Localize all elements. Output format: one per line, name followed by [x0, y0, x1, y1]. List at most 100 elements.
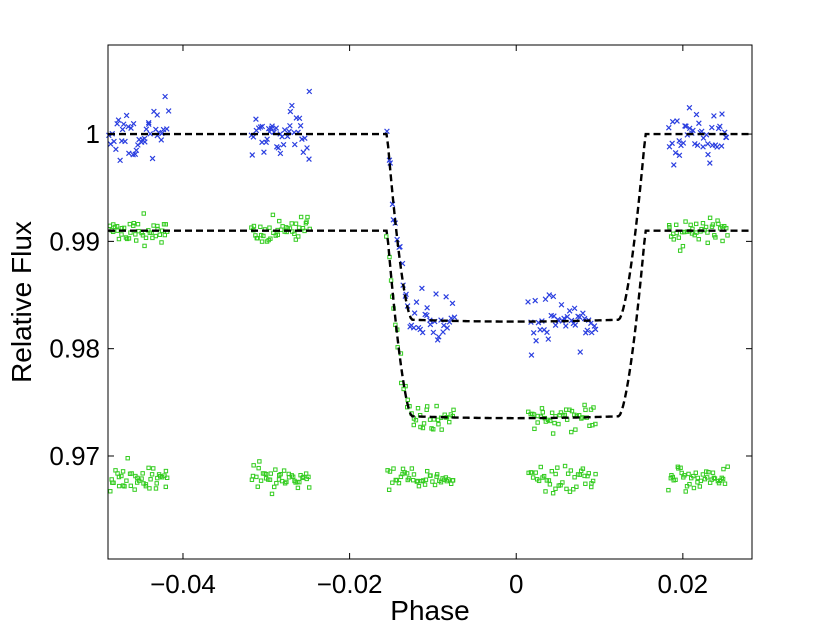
data-point	[447, 419, 452, 425]
data-point	[556, 421, 561, 427]
data-point	[249, 152, 256, 158]
data-point	[423, 477, 429, 482]
data-point	[107, 223, 113, 229]
y-tick-label: 0.98	[49, 334, 100, 364]
data-point	[720, 238, 725, 244]
data-point	[714, 144, 720, 150]
data-point	[569, 408, 575, 414]
data-point	[424, 404, 430, 409]
data-point	[721, 466, 726, 472]
data-point	[667, 224, 672, 230]
data-point	[533, 470, 538, 475]
data-point	[296, 115, 303, 122]
data-point	[565, 471, 571, 476]
data-point	[590, 478, 596, 484]
data-point	[546, 478, 552, 483]
data-point	[676, 466, 681, 471]
data-point	[439, 427, 444, 432]
data-point	[154, 481, 159, 486]
data-point	[151, 223, 156, 228]
data-point	[434, 474, 439, 479]
data-point	[427, 417, 433, 422]
data-point	[548, 418, 553, 424]
data-point	[419, 285, 425, 292]
data-point	[263, 471, 269, 477]
data-point	[272, 484, 277, 490]
y-tick-label: 0.99	[49, 226, 100, 256]
data-point	[287, 108, 294, 115]
data-point	[558, 410, 564, 415]
data-point	[560, 480, 565, 485]
data-point	[259, 239, 265, 244]
data-point	[553, 471, 558, 477]
data-point	[539, 406, 545, 411]
data-point	[257, 124, 264, 130]
data-point	[300, 149, 307, 156]
data-point	[682, 229, 687, 235]
data-point	[157, 232, 163, 237]
data-point	[693, 111, 700, 118]
data-point	[677, 248, 683, 253]
data-point	[413, 417, 419, 423]
data-point	[670, 162, 677, 168]
data-point	[582, 329, 589, 336]
data-point	[562, 323, 569, 329]
data-point	[703, 131, 710, 138]
data-point	[550, 293, 557, 300]
data-point	[528, 352, 535, 358]
data-point	[589, 484, 594, 490]
data-point	[683, 123, 689, 130]
data-point	[116, 483, 122, 489]
data-point	[710, 470, 716, 475]
data-point	[275, 145, 282, 151]
data-point	[440, 329, 446, 335]
data-point	[153, 233, 158, 239]
data-point	[436, 422, 441, 427]
data-point	[717, 123, 723, 130]
data-point	[700, 143, 706, 150]
data-point	[141, 211, 146, 216]
data-point	[163, 222, 168, 227]
data-point	[431, 427, 436, 432]
data-point	[409, 466, 415, 471]
data-point	[434, 403, 439, 409]
data-point	[427, 321, 434, 328]
data-point	[544, 329, 550, 336]
data-point	[141, 139, 148, 145]
data-point	[707, 160, 713, 166]
data-point	[306, 474, 311, 480]
data-point	[164, 475, 170, 480]
data-point	[133, 147, 140, 154]
data-point	[145, 121, 152, 128]
data-point	[711, 113, 717, 119]
data-point	[443, 293, 449, 300]
data-point	[258, 224, 263, 230]
data-point	[114, 120, 120, 127]
data-point	[676, 152, 683, 159]
y-tick-label: 0.97	[49, 441, 100, 471]
data-point	[149, 230, 154, 235]
data-point	[414, 479, 420, 484]
data-point	[280, 224, 285, 229]
data-point	[158, 137, 165, 143]
data-point	[571, 305, 578, 312]
data-point	[143, 235, 149, 241]
data-point	[411, 422, 416, 428]
data-point	[572, 322, 579, 328]
data-point	[406, 476, 412, 481]
data-point	[547, 482, 553, 487]
data-point	[574, 484, 579, 489]
data-point	[582, 402, 587, 408]
data-point	[418, 424, 423, 430]
data-point	[132, 151, 139, 158]
data-point	[434, 337, 441, 343]
data-point	[672, 149, 679, 156]
data-point	[435, 333, 442, 340]
data-point	[140, 233, 146, 238]
data-point	[424, 312, 430, 319]
data-point	[703, 224, 709, 230]
data-point	[159, 240, 164, 245]
data-point	[122, 138, 128, 145]
data-point	[278, 471, 283, 477]
